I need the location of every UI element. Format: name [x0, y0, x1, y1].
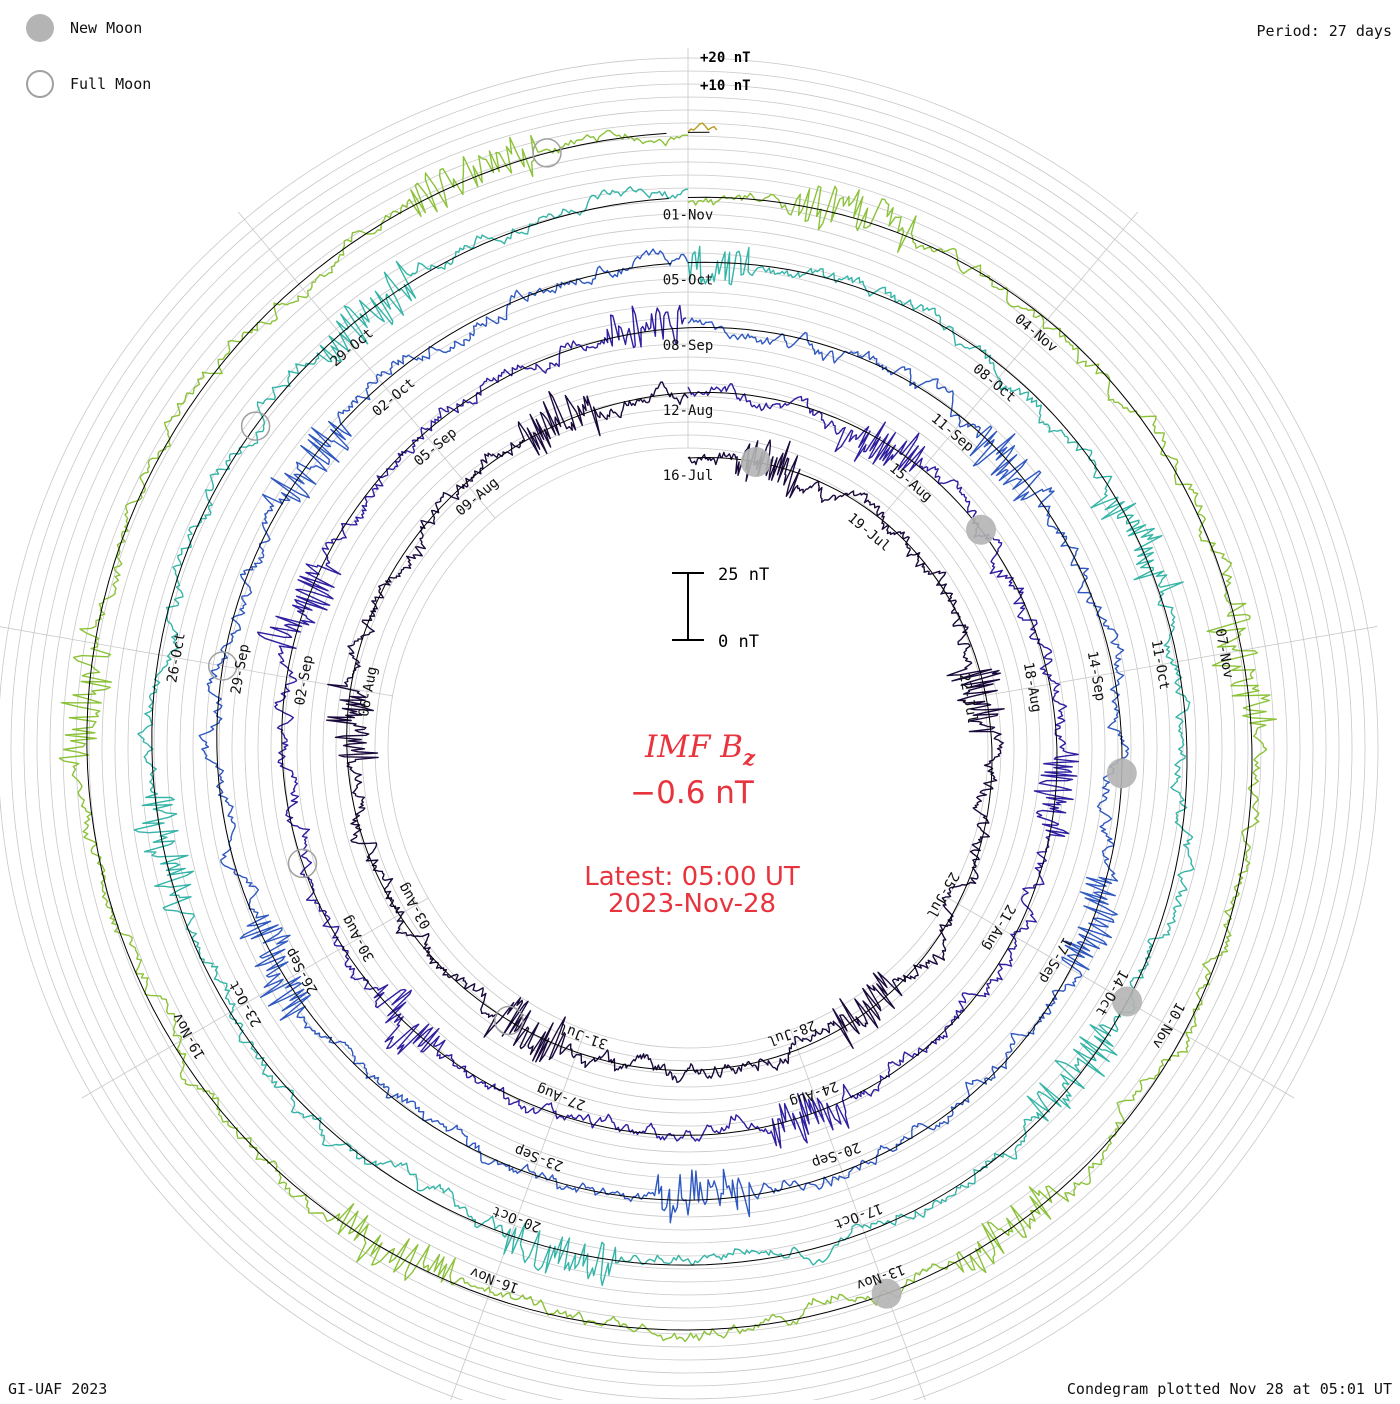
center-readout: IMF Bz −0.6 nT Latest: 05:00 UT 2023-Nov…: [584, 729, 800, 919]
parameter-title-sub: z: [742, 745, 756, 770]
parameter-title: IMF Bz: [644, 729, 756, 770]
scale-bar-top-label: 25 nT: [718, 565, 769, 585]
period-label: Period: 27 days: [1257, 22, 1392, 40]
date-label: 26-Sep: [282, 945, 321, 997]
legend-full-moon-label: Full Moon: [70, 75, 151, 93]
plotted-timestamp: Condegram plotted Nov 28 at 05:01 UT: [1067, 1380, 1392, 1398]
imf-trace-cycle-6: [688, 123, 717, 132]
scale-bar: 25 nT 0 nT: [672, 565, 769, 652]
credit-label: GI-UAF 2023: [8, 1380, 107, 1398]
date-label: 12-Aug: [663, 403, 714, 419]
date-label: 21-Aug: [979, 901, 1018, 953]
date-label: 10-Nov: [1148, 999, 1187, 1051]
new-moon-marker: [1107, 758, 1137, 788]
date-label: 08-Sep: [663, 338, 714, 354]
new-moon-icon: [26, 14, 54, 42]
date-label: 31-Jul: [557, 1019, 610, 1051]
full-moon-icon: [26, 70, 54, 98]
date-label: 20-Sep: [810, 1138, 863, 1170]
date-label: 05-Oct: [663, 273, 714, 289]
scale-label-20nt: +20 nT: [700, 50, 751, 66]
date-label: 20-Oct: [490, 1202, 543, 1234]
date-label: 14-Sep: [1084, 650, 1109, 703]
legend-new-moon: New Moon: [26, 12, 142, 44]
date-label: 01-Nov: [663, 208, 714, 224]
parameter-title-main: IMF B: [644, 729, 743, 765]
date-label: 23-Sep: [512, 1141, 565, 1173]
new-moon-marker: [741, 447, 771, 477]
date-label: 19-Jul: [844, 510, 893, 555]
latest-date: 2023-Nov-28: [608, 889, 776, 919]
scale-label-10nt: +10 nT: [700, 78, 751, 94]
new-moon-marker: [966, 515, 996, 545]
date-label: 17-Oct: [832, 1200, 885, 1232]
date-label: 16-Jul: [663, 468, 714, 484]
date-label: 30-Aug: [339, 912, 378, 964]
scale-bar-bottom-label: 0 nT: [718, 632, 759, 652]
grid-layer: [0, 48, 1378, 1400]
latest-time: Latest: 05:00 UT: [584, 862, 800, 892]
current-value: −0.6 nT: [630, 775, 755, 811]
date-label: 25-Jul: [923, 869, 962, 921]
legend-full-moon: Full Moon: [26, 68, 151, 100]
date-label: 11-Sep: [928, 411, 977, 456]
date-label: 07-Nov: [1212, 627, 1237, 680]
legend-new-moon-label: New Moon: [70, 19, 142, 37]
date-label: 16-Nov: [468, 1263, 521, 1295]
